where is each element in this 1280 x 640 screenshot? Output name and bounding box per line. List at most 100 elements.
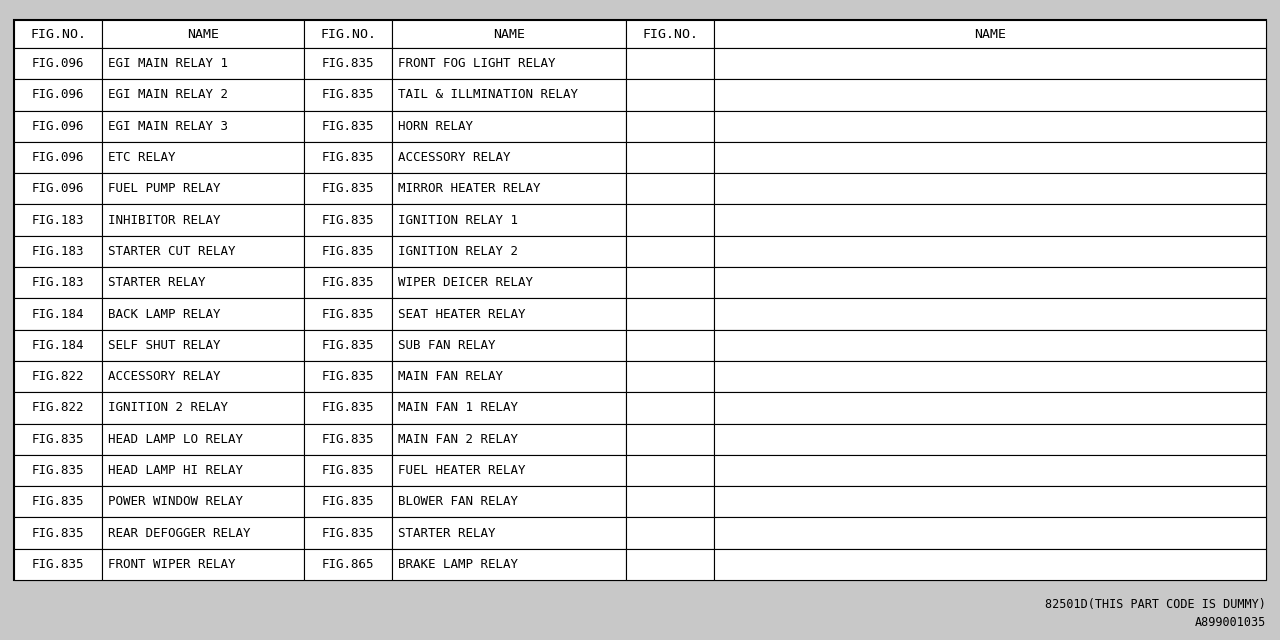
Bar: [305, 142, 392, 173]
Bar: [392, 173, 626, 204]
Text: FIG.835: FIG.835: [321, 401, 374, 414]
Bar: [626, 173, 714, 204]
Bar: [305, 392, 392, 424]
Text: SEAT HEATER RELAY: SEAT HEATER RELAY: [398, 307, 526, 321]
Bar: [305, 236, 392, 267]
Bar: [392, 330, 626, 361]
Bar: [305, 424, 392, 455]
Text: FIG.096: FIG.096: [32, 120, 84, 132]
Bar: [14, 48, 102, 79]
Bar: [714, 111, 1266, 142]
Text: EGI MAIN RELAY 2: EGI MAIN RELAY 2: [108, 88, 228, 102]
Bar: [305, 20, 392, 48]
Text: EGI MAIN RELAY 3: EGI MAIN RELAY 3: [108, 120, 228, 132]
Bar: [714, 392, 1266, 424]
Bar: [102, 392, 305, 424]
Text: HORN RELAY: HORN RELAY: [398, 120, 474, 132]
Bar: [714, 548, 1266, 580]
Text: A899001035: A899001035: [1194, 616, 1266, 629]
Bar: [626, 236, 714, 267]
Bar: [626, 79, 714, 111]
Bar: [305, 517, 392, 548]
Bar: [626, 548, 714, 580]
Bar: [14, 267, 102, 298]
Text: BRAKE LAMP RELAY: BRAKE LAMP RELAY: [398, 558, 518, 571]
Text: IGNITION RELAY 1: IGNITION RELAY 1: [398, 214, 518, 227]
Bar: [392, 424, 626, 455]
Bar: [102, 298, 305, 330]
Bar: [102, 455, 305, 486]
Text: MIRROR HEATER RELAY: MIRROR HEATER RELAY: [398, 182, 540, 195]
Bar: [14, 298, 102, 330]
Text: FIG.822: FIG.822: [32, 370, 84, 383]
Text: FIG.835: FIG.835: [321, 527, 374, 540]
Bar: [14, 236, 102, 267]
Bar: [14, 142, 102, 173]
Bar: [626, 142, 714, 173]
Text: ETC RELAY: ETC RELAY: [108, 151, 175, 164]
Bar: [102, 517, 305, 548]
Text: FRONT FOG LIGHT RELAY: FRONT FOG LIGHT RELAY: [398, 57, 556, 70]
Bar: [305, 267, 392, 298]
Bar: [626, 204, 714, 236]
Text: FIG.835: FIG.835: [321, 214, 374, 227]
Text: FIG.183: FIG.183: [32, 276, 84, 289]
Bar: [714, 79, 1266, 111]
Text: FIG.835: FIG.835: [321, 245, 374, 258]
Text: FIG.096: FIG.096: [32, 182, 84, 195]
Text: FRONT WIPER RELAY: FRONT WIPER RELAY: [108, 558, 236, 571]
Text: FIG.183: FIG.183: [32, 245, 84, 258]
Text: SELF SHUT RELAY: SELF SHUT RELAY: [108, 339, 220, 352]
Bar: [102, 142, 305, 173]
Bar: [14, 20, 102, 48]
Text: FIG.835: FIG.835: [32, 464, 84, 477]
Text: MAIN FAN 1 RELAY: MAIN FAN 1 RELAY: [398, 401, 518, 414]
Text: FIG.835: FIG.835: [321, 182, 374, 195]
Text: 82501D(THIS PART CODE IS DUMMY): 82501D(THIS PART CODE IS DUMMY): [1046, 598, 1266, 611]
Bar: [102, 173, 305, 204]
Bar: [102, 548, 305, 580]
Text: WIPER DEICER RELAY: WIPER DEICER RELAY: [398, 276, 532, 289]
Bar: [14, 173, 102, 204]
Bar: [102, 79, 305, 111]
Text: FIG.835: FIG.835: [32, 495, 84, 508]
Text: FIG.865: FIG.865: [321, 558, 374, 571]
Bar: [305, 111, 392, 142]
Text: FIG.NO.: FIG.NO.: [29, 28, 86, 40]
Bar: [305, 486, 392, 517]
Text: ACCESSORY RELAY: ACCESSORY RELAY: [108, 370, 220, 383]
Bar: [14, 20, 1266, 580]
Text: FIG.184: FIG.184: [32, 339, 84, 352]
Bar: [305, 548, 392, 580]
Text: FIG.835: FIG.835: [32, 433, 84, 445]
Bar: [14, 361, 102, 392]
Text: FUEL HEATER RELAY: FUEL HEATER RELAY: [398, 464, 526, 477]
Bar: [14, 424, 102, 455]
Bar: [626, 517, 714, 548]
Bar: [102, 361, 305, 392]
Bar: [14, 111, 102, 142]
Bar: [305, 48, 392, 79]
Bar: [714, 455, 1266, 486]
Bar: [626, 298, 714, 330]
Text: FIG.183: FIG.183: [32, 214, 84, 227]
Bar: [714, 486, 1266, 517]
Text: BACK LAMP RELAY: BACK LAMP RELAY: [108, 307, 220, 321]
Text: MAIN FAN RELAY: MAIN FAN RELAY: [398, 370, 503, 383]
Bar: [102, 424, 305, 455]
Bar: [14, 330, 102, 361]
Bar: [392, 48, 626, 79]
Bar: [305, 204, 392, 236]
Text: FIG.184: FIG.184: [32, 307, 84, 321]
Bar: [714, 48, 1266, 79]
Bar: [626, 392, 714, 424]
Text: MAIN FAN 2 RELAY: MAIN FAN 2 RELAY: [398, 433, 518, 445]
Bar: [392, 517, 626, 548]
Text: FIG.835: FIG.835: [32, 527, 84, 540]
Text: FIG.835: FIG.835: [321, 57, 374, 70]
Bar: [714, 298, 1266, 330]
Text: FIG.096: FIG.096: [32, 88, 84, 102]
Bar: [714, 142, 1266, 173]
Text: STARTER RELAY: STARTER RELAY: [398, 527, 495, 540]
Bar: [626, 20, 714, 48]
